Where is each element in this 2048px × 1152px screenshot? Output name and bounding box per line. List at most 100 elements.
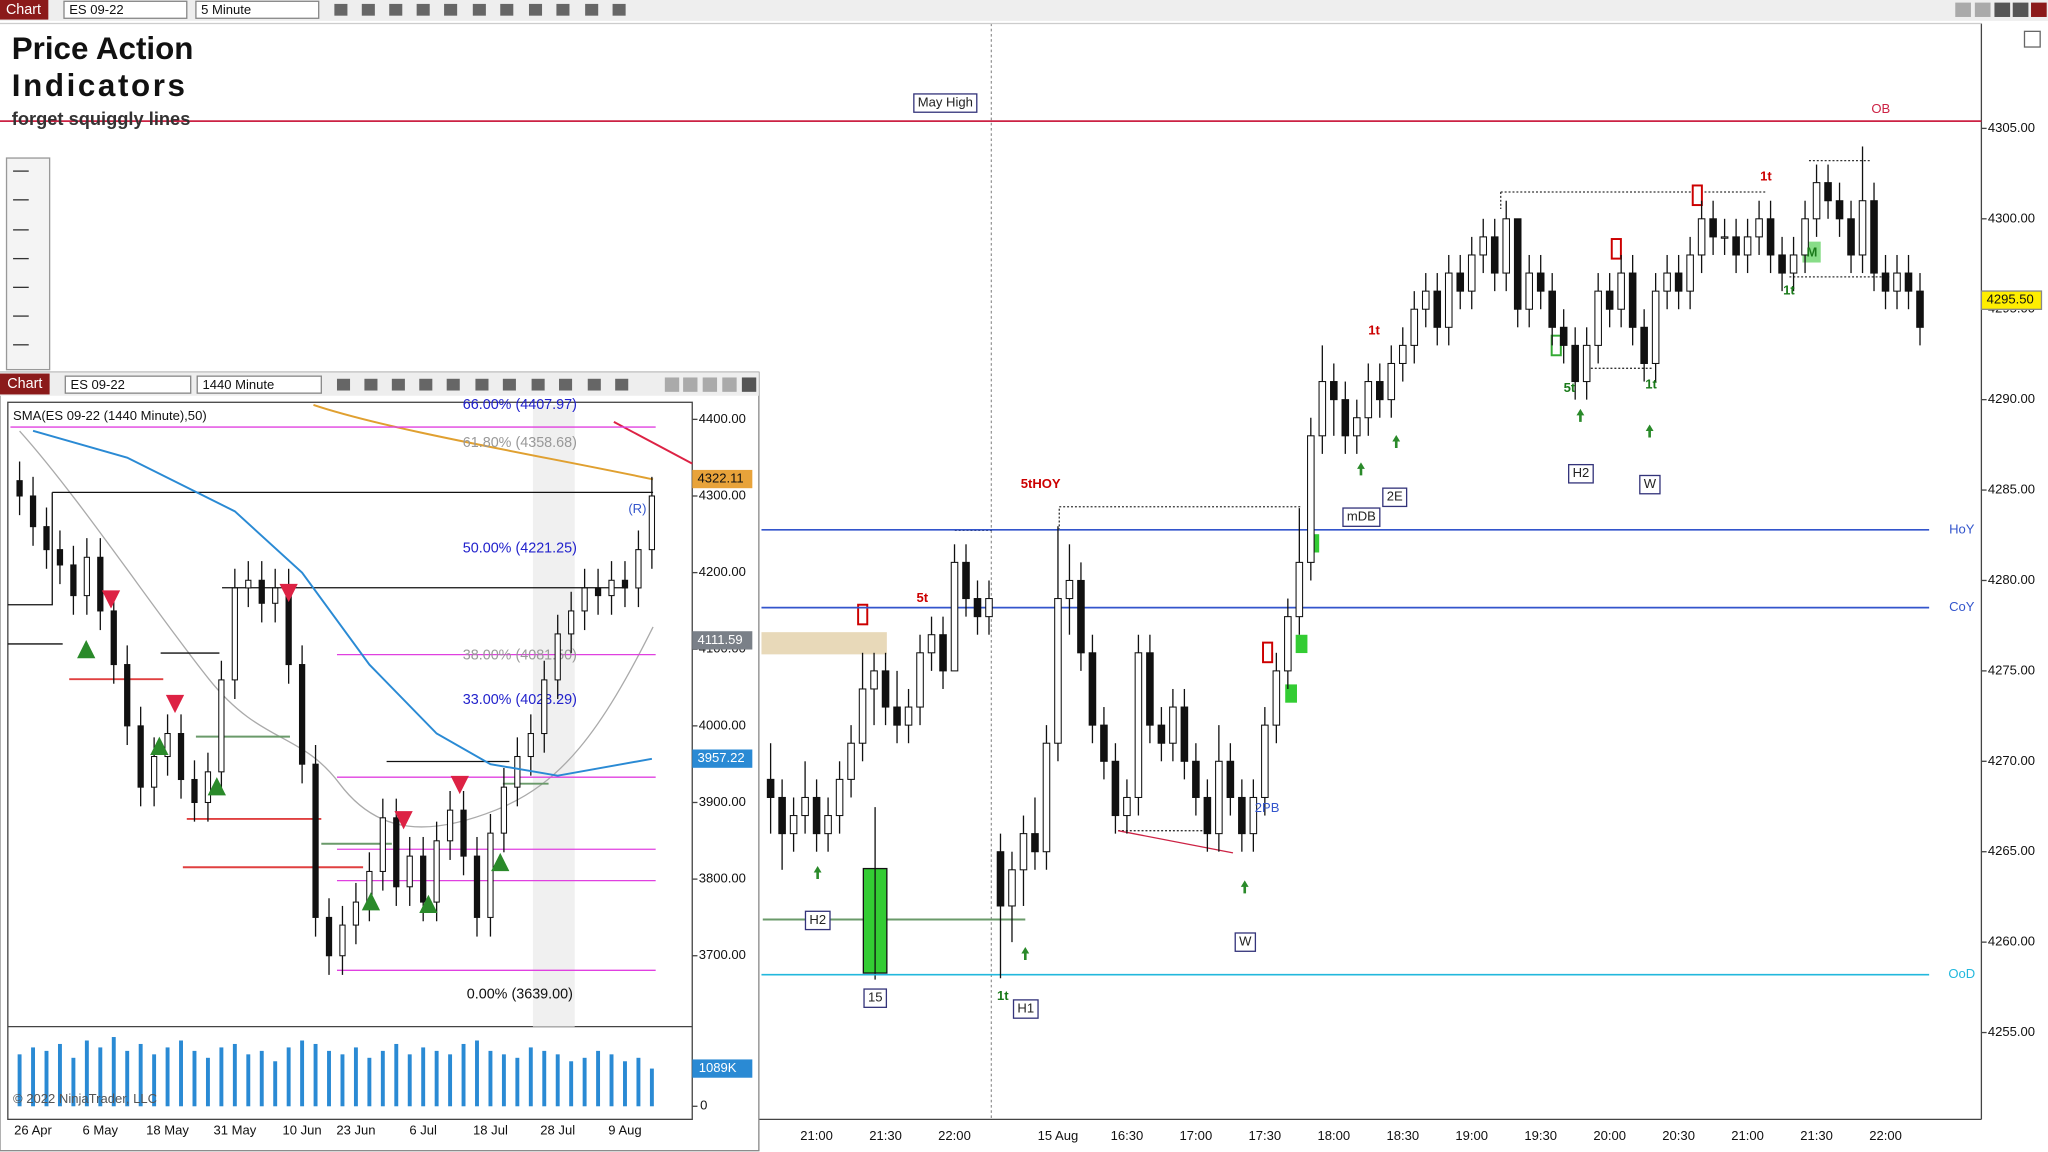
candle-body [1479, 236, 1488, 256]
chart-button[interactable] [0, 0, 49, 20]
candle-body [1031, 833, 1039, 853]
candle-body [420, 855, 427, 903]
main-axes: 4255.00 4260.00 4265.00 4270.00 4275.00 4280.… [800, 120, 2043, 1143]
annotation: W [1644, 476, 1657, 491]
trend-line [613, 421, 693, 465]
volume-bar [44, 1050, 49, 1107]
up-triangle [150, 736, 169, 755]
sma-line [32, 429, 653, 777]
close-button[interactable] [741, 377, 757, 392]
annotation-box [1234, 932, 1257, 952]
candle-body [1582, 344, 1591, 383]
close-button[interactable] [2031, 2, 2047, 17]
x-tick-label: 21:00 [800, 1128, 833, 1143]
tool-icon[interactable] [500, 3, 514, 16]
price-tag-label: 4322.11 [697, 471, 743, 486]
tool-icon[interactable] [444, 3, 458, 16]
candle-body [1766, 218, 1775, 256]
y-tick-label: 4290.00 [1988, 391, 2035, 406]
tool-icon[interactable] [559, 378, 573, 391]
instrument-dropdown[interactable] [64, 375, 192, 394]
candle-body [1801, 218, 1809, 256]
toolbar-icons [334, 3, 626, 16]
down-triangle [279, 583, 298, 603]
tool-icon[interactable] [556, 3, 570, 16]
tool-icon[interactable] [585, 3, 599, 16]
candle-body [904, 706, 913, 726]
window-button[interactable] [683, 377, 698, 392]
window-button[interactable] [2012, 2, 2029, 17]
candle-body [1732, 236, 1740, 256]
candle-body [352, 901, 360, 926]
candle-body [514, 755, 521, 788]
candle-body [778, 796, 786, 835]
candle-body [1157, 724, 1166, 744]
candle-body [1123, 796, 1131, 817]
candle-body [766, 778, 775, 798]
window-button[interactable] [1974, 2, 1991, 17]
tool-icon[interactable] [502, 378, 516, 391]
candle-body [83, 556, 90, 597]
tool-icon[interactable] [446, 378, 460, 391]
panel-button[interactable] [2023, 30, 2041, 48]
tool-icon[interactable] [391, 378, 405, 391]
tool-icon[interactable] [472, 3, 486, 16]
candle-body [1697, 218, 1706, 256]
window-button[interactable] [1955, 2, 1971, 17]
y-tick-label: 4400.00 [699, 411, 746, 426]
candle-body [1628, 272, 1637, 328]
tool-icon[interactable] [475, 378, 489, 391]
annotation-box [1568, 463, 1594, 484]
tool-icon[interactable] [615, 378, 629, 391]
x-tick-label: 19:00 [1455, 1128, 1488, 1143]
tool-icon[interactable] [419, 378, 433, 391]
tool-icon[interactable] [389, 3, 403, 16]
annotation-box [863, 988, 888, 1008]
tool-icon[interactable] [528, 3, 543, 16]
volume-tick-label: 0 [700, 1098, 707, 1113]
tool-icon[interactable] [612, 3, 626, 16]
candle-body [1663, 272, 1671, 292]
signal-box [1262, 641, 1274, 664]
tool-icon[interactable] [587, 378, 601, 391]
candle-body [1169, 706, 1177, 744]
annotation: 1t [1783, 283, 1795, 298]
x-tick-label: 28 Jul [540, 1123, 575, 1138]
window-button[interactable] [702, 377, 718, 392]
tool-icon[interactable] [531, 378, 545, 391]
window-button[interactable] [664, 377, 680, 392]
daily-chart: 66.00% (4407.97) 61.80% (4358.68) 50.00% (… [10, 397, 753, 1138]
volume-bar [353, 1047, 358, 1107]
chart-button[interactable] [0, 373, 50, 395]
interval-dropdown[interactable] [195, 0, 320, 19]
volume-bar [542, 1050, 547, 1107]
candle-body [1916, 290, 1924, 328]
last-price-tag [1980, 290, 2043, 310]
candle-body [1824, 182, 1832, 202]
tool-icon[interactable] [361, 3, 375, 16]
up-arrow [1576, 408, 1585, 422]
annotation: 2PB [1255, 800, 1280, 815]
candle-body [1203, 796, 1212, 835]
candle-body [433, 840, 440, 903]
window-button[interactable] [722, 377, 737, 392]
x-tick-label: 21:30 [869, 1128, 902, 1143]
volume-bar [448, 1054, 453, 1107]
tool-icon[interactable] [334, 3, 348, 16]
candle-body [1065, 579, 1074, 600]
toolbar-icons [336, 377, 757, 392]
window-button[interactable] [1994, 2, 2011, 17]
candle-body [1192, 760, 1200, 798]
volume-bar [259, 1050, 264, 1107]
last-price-label: 4295.50 [1987, 292, 2034, 307]
tool-icon[interactable] [336, 378, 351, 391]
candle-body [164, 733, 171, 758]
volume-bar [501, 1054, 506, 1107]
marker-label: (R) [628, 501, 646, 516]
tool-icon[interactable] [416, 3, 430, 16]
tool-icon[interactable] [364, 378, 378, 391]
candle-body [312, 763, 319, 918]
instrument-dropdown[interactable] [63, 0, 188, 19]
window-frame [0, 371, 760, 1152]
interval-dropdown[interactable] [196, 375, 322, 394]
